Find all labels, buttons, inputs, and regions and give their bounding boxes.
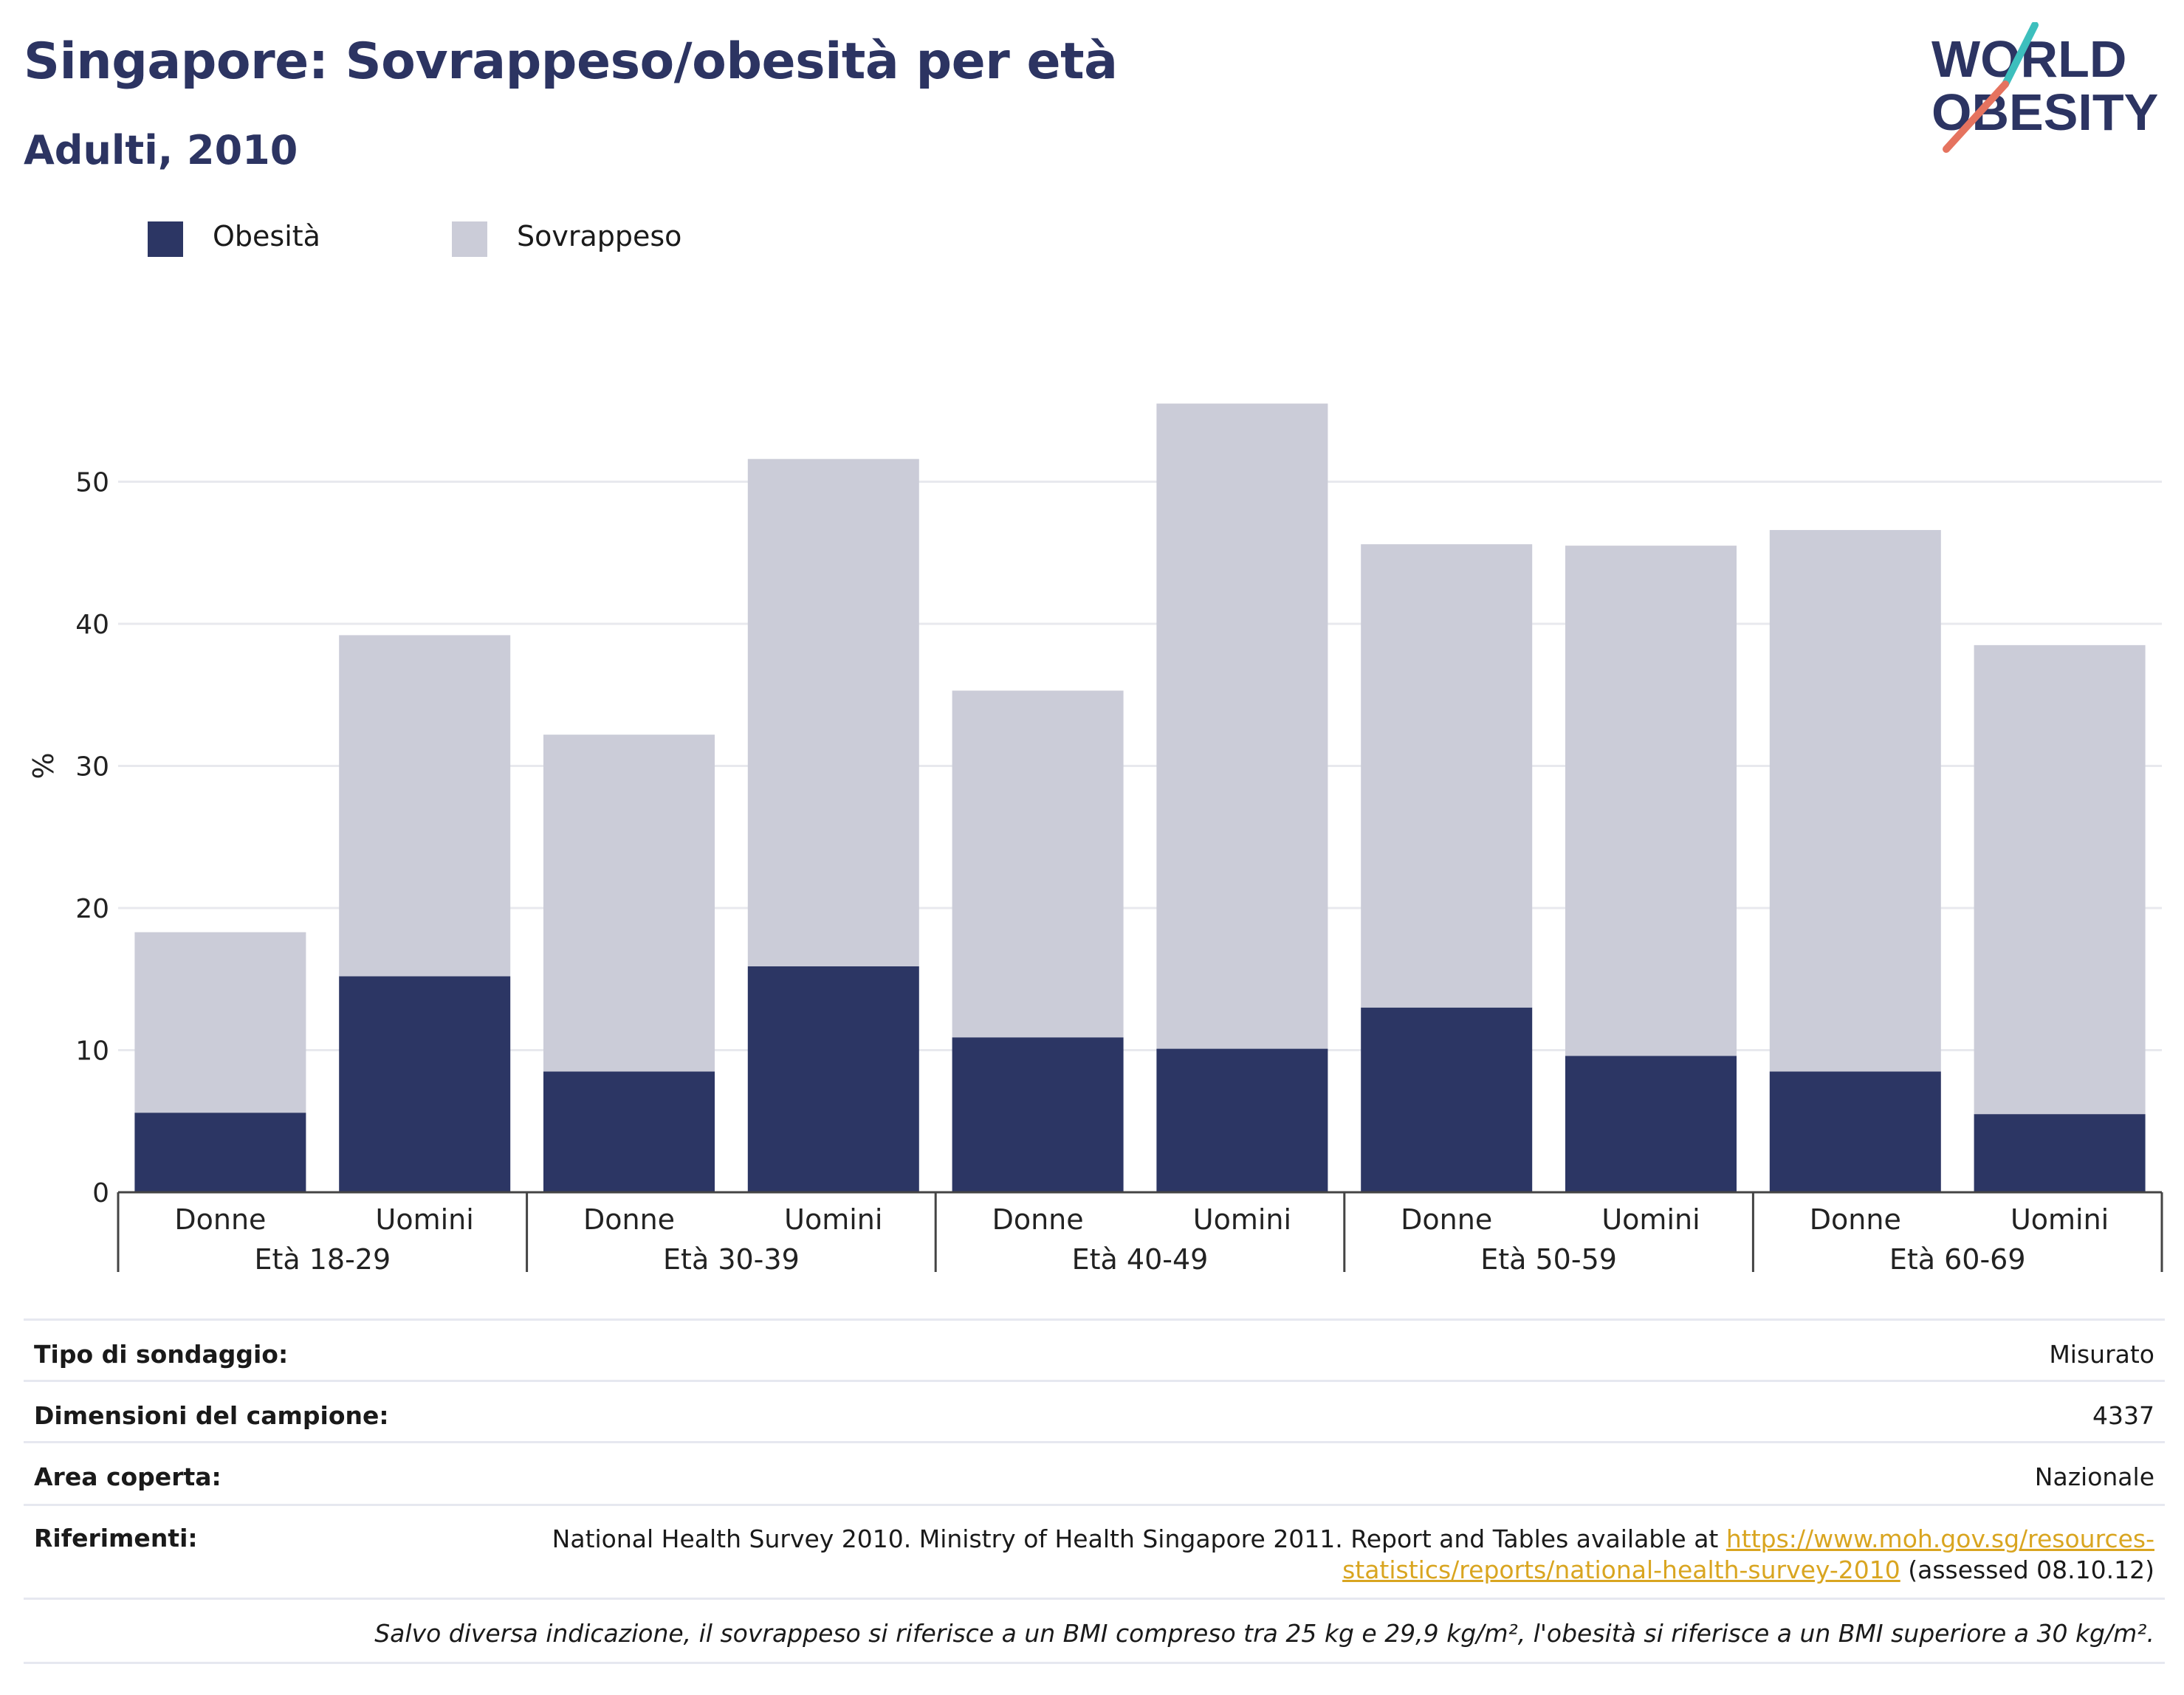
references-text: National Health Survey 2010. Ministry of… bbox=[552, 1524, 1726, 1553]
bar-obesity bbox=[134, 1113, 306, 1192]
meta-row-references: Riferimenti: National Health Survey 2010… bbox=[24, 1504, 2165, 1598]
x-group-label: Età 60-69 bbox=[1889, 1243, 2026, 1276]
bar-obesity bbox=[339, 976, 511, 1192]
bar-overweight bbox=[339, 635, 511, 977]
x-group-label: Età 50-59 bbox=[1480, 1243, 1617, 1276]
bar-overweight bbox=[1361, 544, 1533, 1008]
bar-overweight bbox=[1974, 644, 2146, 1115]
y-tick-label: 30 bbox=[75, 752, 109, 783]
meta-row-survey-type: Tipo di sondaggio: Misurato bbox=[24, 1318, 2165, 1380]
meta-value-area: Nazionale bbox=[2034, 1462, 2154, 1491]
meta-row-sample-size: Dimensioni del campione: 4337 bbox=[24, 1380, 2165, 1441]
world-obesity-logo: WORLD OBESITY bbox=[1931, 22, 2158, 153]
metadata-table: Tipo di sondaggio: Misurato Dimensioni d… bbox=[24, 1318, 2165, 1664]
bar-chart: 0 10 20 30 40 50% Donne Uomini Donne Uomini Donne U… bbox=[27, 403, 2163, 1276]
meta-value-sample-size: 4337 bbox=[2092, 1401, 2154, 1430]
logo-line2: OBESITY bbox=[1931, 83, 2158, 141]
bar-overweight bbox=[1565, 546, 1737, 1056]
bar-overweight bbox=[134, 932, 306, 1113]
y-tick-label: 0 bbox=[92, 1178, 109, 1208]
x-category-label: Uomini bbox=[784, 1203, 882, 1236]
references-link-part1[interactable]: https://www.moh.gov.sg/resources- bbox=[1725, 1524, 2154, 1553]
x-group-label: Età 18-29 bbox=[254, 1243, 391, 1276]
x-category-label: Uomini bbox=[1601, 1203, 1700, 1236]
bar-obesity bbox=[1361, 1007, 1533, 1192]
bar-obesity bbox=[543, 1071, 715, 1192]
y-tick-label: 10 bbox=[75, 1036, 109, 1067]
bar-obesity bbox=[1565, 1056, 1737, 1192]
bar-obesity bbox=[1974, 1114, 2146, 1192]
bar-obesity bbox=[747, 966, 919, 1192]
x-category-label: Uomini bbox=[1193, 1203, 1291, 1236]
meta-label-survey-type: Tipo di sondaggio: bbox=[34, 1340, 289, 1369]
x-category-label: Donne bbox=[992, 1203, 1084, 1236]
meta-row-note: Salvo diversa indicazione, il sovrappeso… bbox=[24, 1598, 2165, 1664]
y-axis-label: % bbox=[27, 752, 60, 779]
bar-overweight bbox=[1769, 529, 1941, 1072]
meta-label-references: Riferimenti: bbox=[34, 1524, 198, 1553]
x-category-label: Donne bbox=[583, 1203, 675, 1236]
chart-title: Singapore: Sovrappeso/obesità per età bbox=[24, 32, 1118, 91]
bar-overweight bbox=[1156, 403, 1328, 1049]
x-category-label: Donne bbox=[174, 1203, 266, 1236]
bar-overweight bbox=[543, 735, 715, 1072]
legend-label-overweight: Sovrappeso bbox=[517, 220, 682, 252]
x-category-label: Donne bbox=[1401, 1203, 1492, 1236]
x-group-label: Età 40-49 bbox=[1072, 1243, 1209, 1276]
bar-obesity bbox=[1156, 1048, 1328, 1192]
meta-label-sample-size: Dimensioni del campione: bbox=[34, 1401, 389, 1430]
meta-value-survey-type: Misurato bbox=[2049, 1340, 2154, 1369]
x-category-label: Uomini bbox=[2010, 1203, 2109, 1236]
y-tick-label: 50 bbox=[75, 468, 109, 498]
meta-label-area: Area coperta: bbox=[34, 1462, 222, 1491]
x-group-label: Età 30-39 bbox=[663, 1243, 800, 1276]
references-accessed: (assessed 08.10.12) bbox=[1900, 1555, 2154, 1584]
y-tick-label: 40 bbox=[75, 610, 109, 640]
bar-obesity bbox=[1769, 1071, 1941, 1192]
bar-overweight bbox=[952, 690, 1124, 1038]
legend-swatch-obesity bbox=[148, 221, 183, 257]
legend-label-obesity: Obesità bbox=[213, 220, 320, 252]
chart-subtitle: Adulti, 2010 bbox=[24, 127, 298, 173]
logo-teal-slash bbox=[2002, 22, 2039, 88]
references-link-part2[interactable]: statistics/reports/national-health-surve… bbox=[1342, 1555, 1900, 1584]
meta-row-area: Area coperta: Nazionale bbox=[24, 1441, 2165, 1504]
meta-value-references: National Health Survey 2010. Ministry of… bbox=[552, 1524, 2154, 1586]
logo-coral-slash bbox=[1943, 80, 2009, 153]
bmi-definition-note: Salvo diversa indicazione, il sovrappeso… bbox=[374, 1619, 2154, 1648]
y-tick-label: 20 bbox=[75, 894, 109, 924]
bar-overweight bbox=[747, 458, 919, 966]
legend-swatch-overweight bbox=[452, 221, 487, 257]
x-category-label: Uomini bbox=[376, 1203, 474, 1236]
bar-obesity bbox=[952, 1037, 1124, 1192]
x-category-label: Donne bbox=[1810, 1203, 1901, 1236]
